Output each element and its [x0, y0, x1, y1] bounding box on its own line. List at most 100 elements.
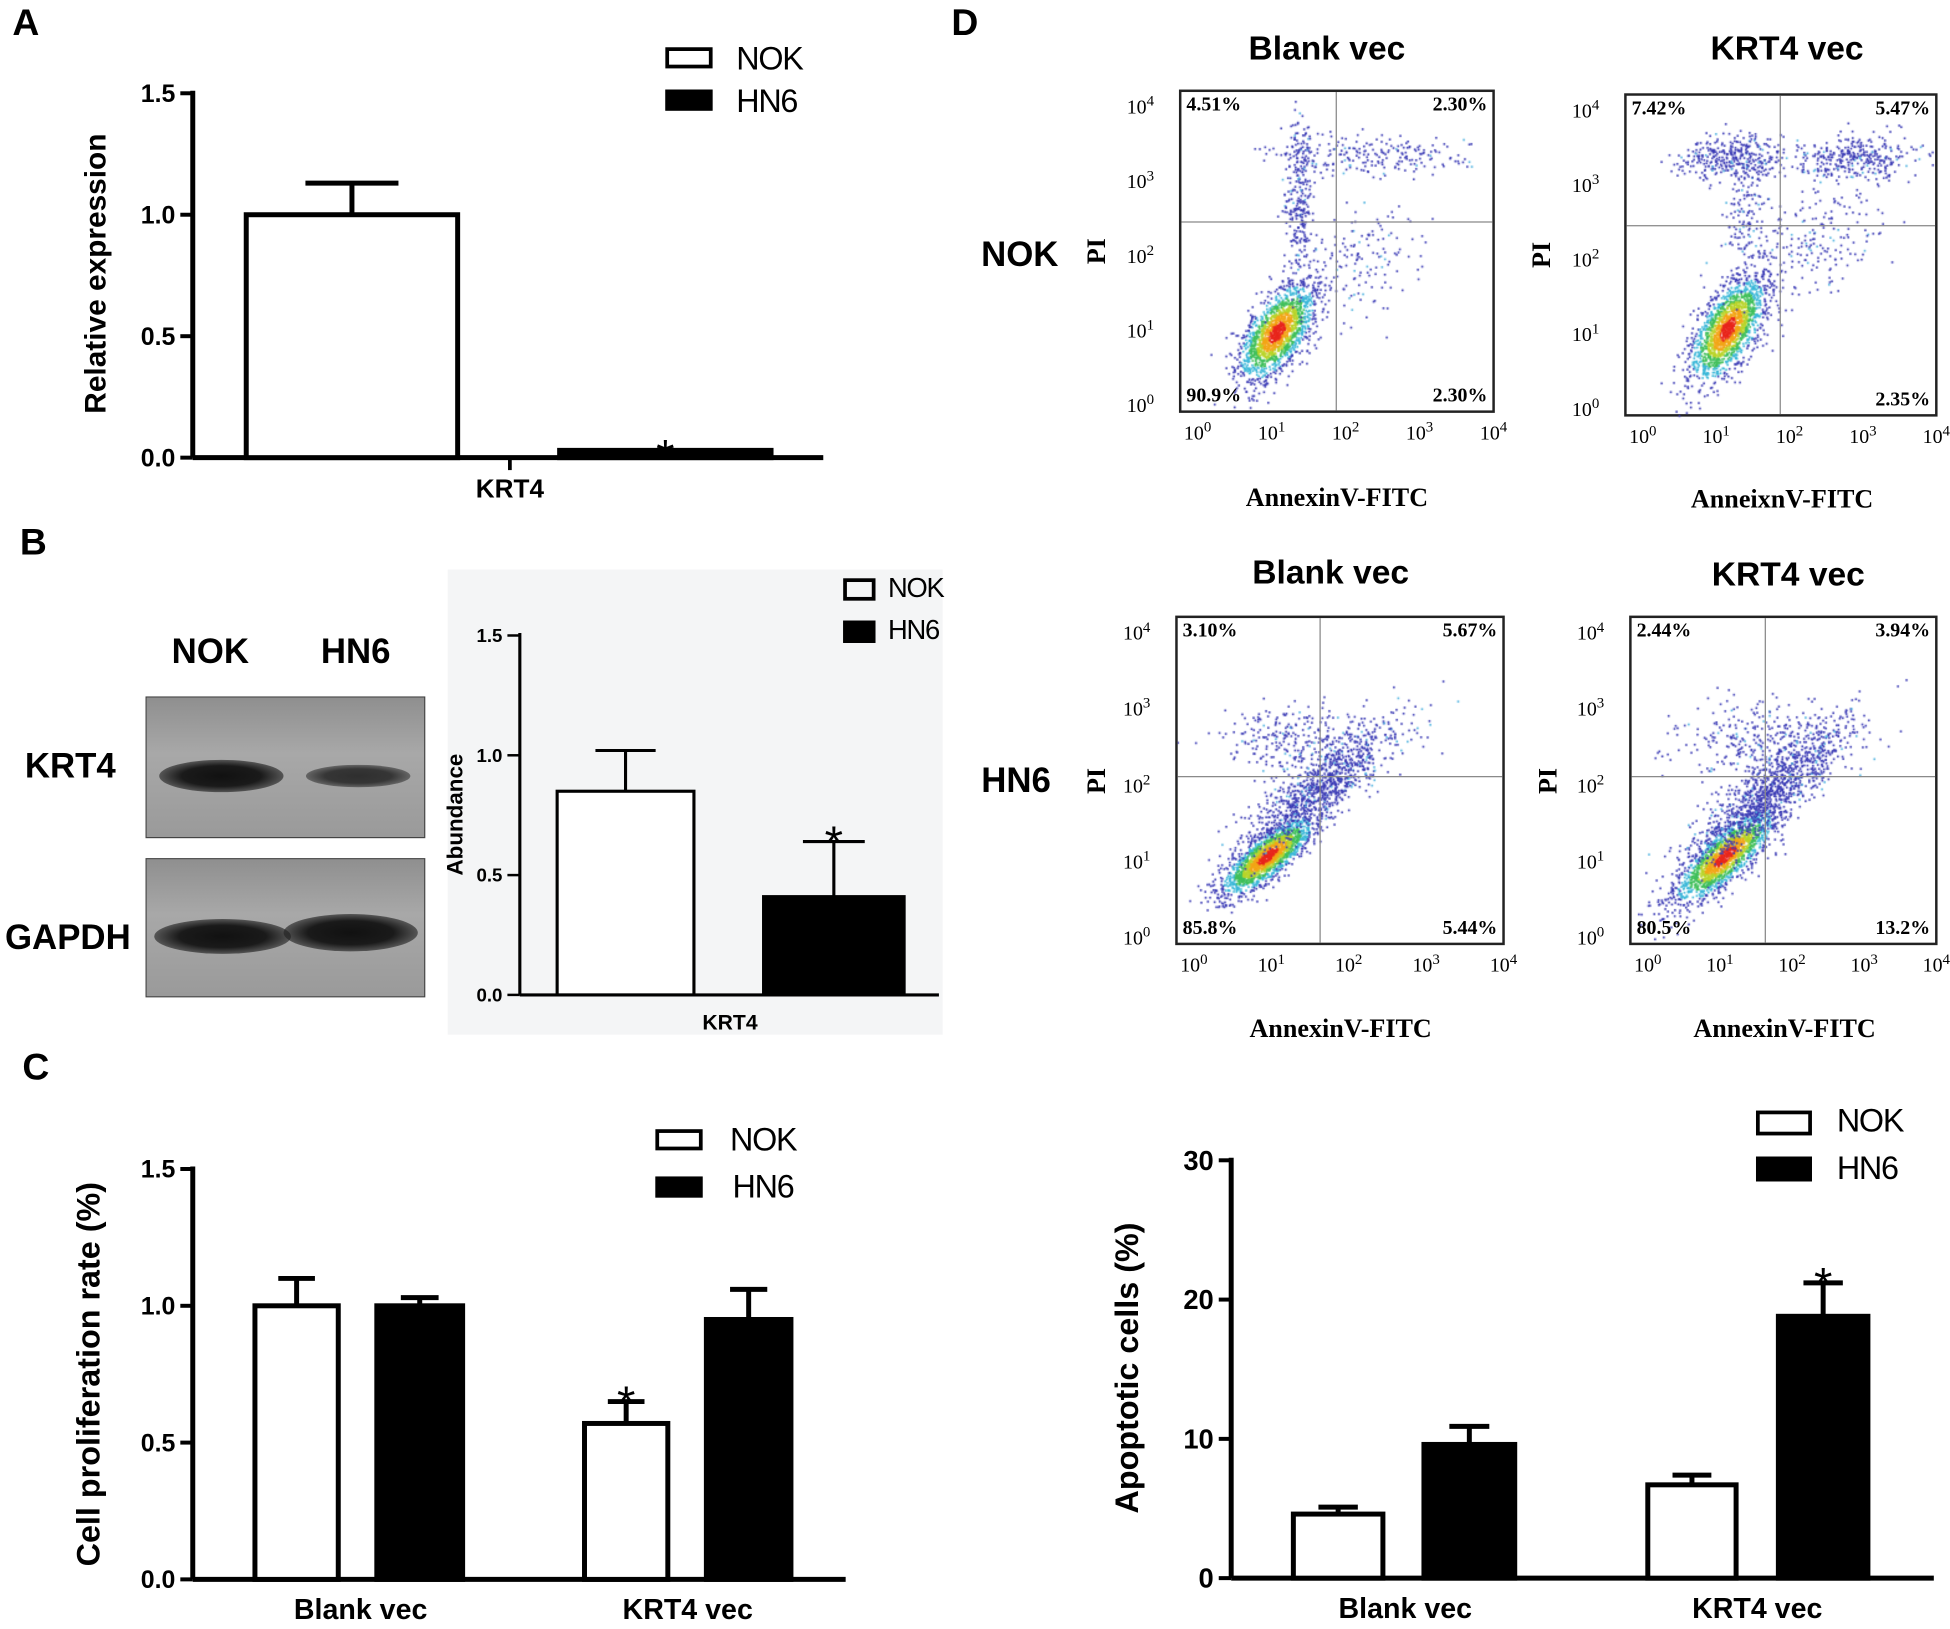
tick-exponent: 4 — [1509, 950, 1518, 968]
tick-base: 10 — [1183, 423, 1204, 445]
category-label: KRT4 — [702, 1012, 757, 1035]
quadrant-upper-left: 7.42% — [1631, 98, 1687, 120]
y-tick-label: 1.5 — [141, 1156, 176, 1184]
category-label: KRT4 vec — [1692, 1593, 1822, 1625]
tick-exponent: 2 — [1351, 417, 1360, 436]
tick-exponent: 1 — [1591, 319, 1600, 338]
plot-title: Blank vec — [1252, 553, 1410, 591]
quadrant-lower-right: 13.2% — [1875, 917, 1931, 939]
x-tick-label: 100 — [1634, 950, 1661, 978]
tick-exponent: 0 — [1203, 417, 1212, 436]
x-tick-label: 101 — [1703, 422, 1730, 450]
row-label-nok: NOK — [981, 235, 1059, 274]
tick-base: 10 — [1922, 955, 1943, 977]
category-label: Blank vec — [1339, 1593, 1473, 1625]
row-label-krt4: KRT4 — [24, 746, 116, 785]
x-tick-label: 103 — [1851, 950, 1878, 978]
y-axis-label: PI — [1532, 767, 1563, 794]
flow-plot-area: 4.51% 2.30% 90.9% 2.30% — [1178, 89, 1498, 416]
bar-nok — [582, 1420, 671, 1582]
y-axis-label: Cell proliferation rate (%) — [70, 1182, 106, 1566]
tick-base: 10 — [1257, 955, 1278, 977]
y-tick-label: 102 — [1123, 770, 1150, 798]
tick-base: 10 — [1122, 775, 1143, 797]
legend-swatch-nok — [1755, 1110, 1812, 1136]
tick-exponent: 4 — [1942, 421, 1950, 439]
tick-base: 10 — [1412, 955, 1433, 977]
tick-base: 10 — [1571, 101, 1592, 123]
flow-plot-area: 7.42% 5.47% 2.35% — [1624, 93, 1941, 420]
y-tick-label: 104 — [1123, 618, 1150, 646]
tick-exponent: 4 — [1596, 618, 1605, 636]
tick-exponent: 1 — [1596, 846, 1605, 865]
y-axis-label: Apoptotic cells (%) — [1109, 1222, 1145, 1513]
tick-base: 10 — [1706, 955, 1727, 977]
x-tick-label: 100 — [1629, 422, 1656, 450]
tick-base: 10 — [1405, 423, 1426, 445]
x-tick-label: 104 — [1480, 418, 1507, 446]
quadrant-lower-left: 90.9% — [1186, 385, 1242, 407]
bar-hn6 — [703, 1316, 794, 1582]
quadrant-lower-right: 2.35% — [1875, 389, 1931, 411]
tick-exponent: 0 — [1200, 950, 1208, 968]
quadrant-gate-horizontal — [1181, 221, 1493, 223]
legend-swatch-hn6 — [843, 620, 876, 643]
x-tick-label: 103 — [1406, 418, 1433, 446]
quadrant-lower-left: 85.8% — [1182, 917, 1238, 939]
tick-base: 10 — [1126, 172, 1147, 194]
tick-exponent: 3 — [1870, 950, 1878, 968]
y-tick-label: 103 — [1577, 694, 1604, 722]
y-tick-label: 101 — [1577, 847, 1604, 875]
y-tick-label: 1.0 — [141, 1293, 176, 1321]
bar-hn6 — [557, 447, 774, 461]
tick-exponent: 2 — [1142, 770, 1151, 788]
y-tick-label: 1.0 — [141, 201, 176, 229]
tick-base: 10 — [1126, 321, 1147, 343]
bar-nok — [1290, 1511, 1386, 1581]
tick-base: 10 — [1576, 699, 1597, 721]
bar-hn6 — [1421, 1441, 1518, 1581]
bar-nok — [1645, 1482, 1739, 1581]
bar-hn6 — [1775, 1313, 1871, 1581]
bar-nok — [555, 789, 696, 997]
scatter-points — [1631, 618, 1941, 948]
x-axis-label: AnnexinV-FITC — [1245, 482, 1429, 513]
tick-base: 10 — [1331, 423, 1352, 445]
y-axis-label: PI — [1526, 241, 1557, 269]
legend-label-nok: NOK — [730, 1120, 798, 1158]
quadrant-lower-right: 2.30% — [1432, 385, 1488, 407]
tick-base: 10 — [1122, 851, 1143, 874]
quadrant-gate-vertical — [1764, 618, 1766, 943]
x-tick-label: 102 — [1332, 418, 1359, 446]
band-gapdh-nok — [154, 919, 292, 954]
tick-exponent: 0 — [1654, 950, 1662, 968]
tick-exponent: 4 — [1146, 92, 1155, 110]
x-tick-label: 102 — [1335, 950, 1362, 978]
bar-nok — [252, 1303, 341, 1582]
x-tick-label: 102 — [1776, 422, 1803, 450]
y-axis-label: Abundance — [443, 754, 468, 876]
tick-base: 10 — [1335, 955, 1355, 977]
y-tick-label: 104 — [1572, 96, 1599, 124]
tick-exponent: 1 — [1142, 846, 1151, 865]
y-tick-label: 0.5 — [141, 1429, 176, 1457]
y-tick-label: 1.0 — [477, 745, 503, 766]
tick-base: 10 — [1850, 955, 1871, 977]
tick-base: 10 — [1180, 955, 1201, 977]
legend-swatch-nok — [665, 47, 713, 69]
legend-swatch-hn6 — [1755, 1156, 1812, 1182]
tick-base: 10 — [1778, 955, 1799, 977]
scatter-points — [1177, 618, 1508, 948]
tick-base: 10 — [1634, 955, 1655, 977]
tick-exponent: 3 — [1142, 694, 1151, 712]
x-tick-label: 104 — [1923, 422, 1950, 450]
y-tick-label: 0.0 — [477, 984, 503, 1005]
legend-swatch-nok — [655, 1129, 703, 1151]
tick-base: 10 — [1576, 851, 1597, 874]
quadrant-upper-left: 3.10% — [1182, 620, 1238, 642]
tick-base: 10 — [1122, 699, 1143, 721]
y-tick-label: 0.0 — [141, 1566, 176, 1594]
panel-label-b: B — [19, 522, 47, 564]
